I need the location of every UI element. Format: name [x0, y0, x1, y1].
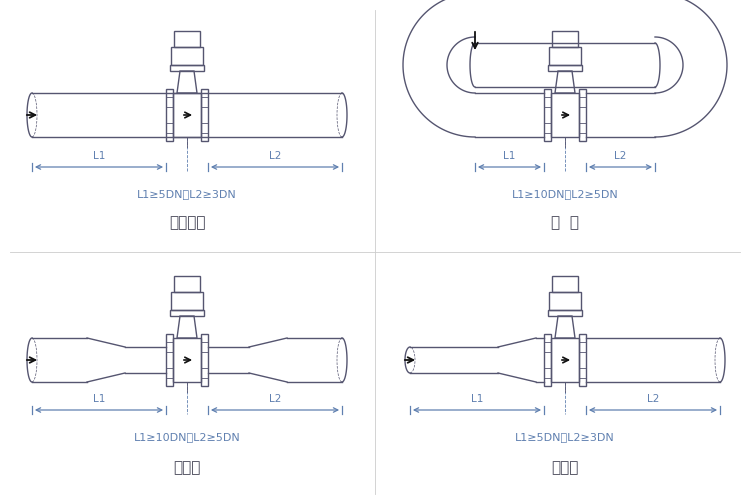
Text: L1≥5DN；L2≥3DN: L1≥5DN；L2≥3DN [137, 189, 237, 199]
Bar [166, 334, 173, 386]
Bar [174, 276, 200, 292]
Text: L2: L2 [268, 394, 281, 404]
Text: L1: L1 [503, 151, 516, 161]
Bar [551, 93, 579, 137]
Bar [171, 47, 203, 65]
Text: 扩径管: 扩径管 [551, 460, 579, 475]
Bar [549, 47, 581, 65]
Bar [551, 338, 579, 382]
Text: L2: L2 [614, 151, 627, 161]
Text: 弯  管: 弯 管 [551, 215, 579, 230]
Bar [552, 276, 578, 292]
Text: 缩径管: 缩径管 [173, 460, 201, 475]
Text: L2: L2 [646, 394, 659, 404]
Text: L1≥10DN；L2≥5DN: L1≥10DN；L2≥5DN [134, 432, 240, 442]
Bar [173, 93, 201, 137]
Text: L2: L2 [268, 151, 281, 161]
Bar [173, 338, 201, 382]
Bar [549, 292, 581, 310]
Text: L1≥5DN；L2≥3DN: L1≥5DN；L2≥3DN [515, 432, 615, 442]
Bar [544, 334, 551, 386]
Bar [174, 31, 200, 47]
Text: L1: L1 [93, 151, 105, 161]
Bar [171, 292, 203, 310]
Bar [579, 89, 586, 141]
Bar [170, 65, 204, 71]
Text: L1: L1 [93, 394, 105, 404]
Bar [548, 65, 582, 71]
Bar [201, 334, 208, 386]
Bar [548, 310, 582, 316]
Bar [544, 89, 551, 141]
Text: L1: L1 [471, 394, 483, 404]
Bar [552, 31, 578, 47]
Text: 水平直管: 水平直管 [169, 215, 206, 230]
Bar [166, 89, 173, 141]
Bar [579, 334, 586, 386]
Bar [201, 89, 208, 141]
Bar [170, 310, 204, 316]
Text: L1≥10DN；L2≥5DN: L1≥10DN；L2≥5DN [512, 189, 618, 199]
